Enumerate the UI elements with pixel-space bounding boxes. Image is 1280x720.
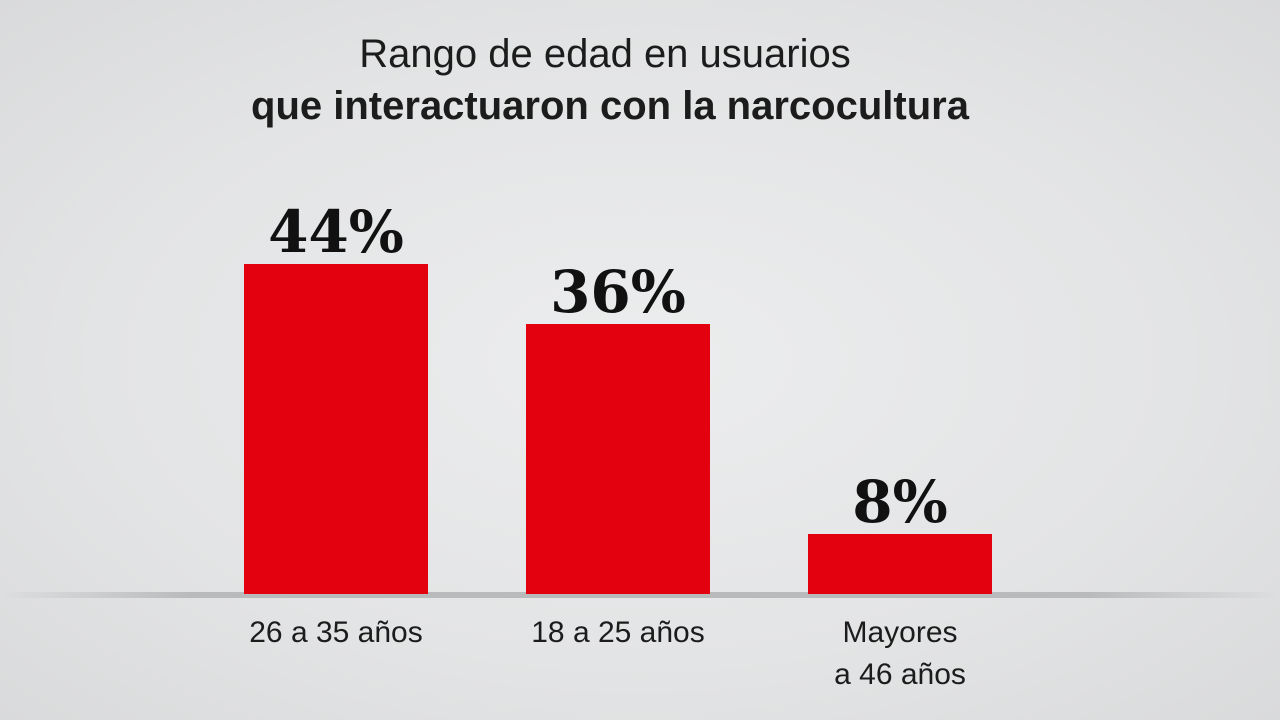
value-label-3: 8% (852, 468, 947, 536)
bars-group: 44% 26 a 35 años 36% 18 a 25 años 8% Mayores a… (244, 198, 992, 691)
chart-baseline (0, 592, 1280, 598)
value-label-2: 36% (550, 258, 686, 326)
bar-1 (244, 264, 428, 594)
category-label-3-line-2: a 46 años (834, 658, 966, 691)
value-label-1: 44% (268, 198, 404, 266)
category-label-3-line-1: Mayores (842, 616, 957, 649)
chart-title-line2: que interactuaron con la narcocultura (251, 84, 969, 128)
bar-2 (526, 324, 710, 594)
category-label-1: 26 a 35 años (249, 616, 422, 649)
bar-3 (808, 534, 992, 594)
category-label-2: 18 a 25 años (531, 616, 704, 649)
chart-title-line1: Rango de edad en usuarios (359, 32, 851, 76)
